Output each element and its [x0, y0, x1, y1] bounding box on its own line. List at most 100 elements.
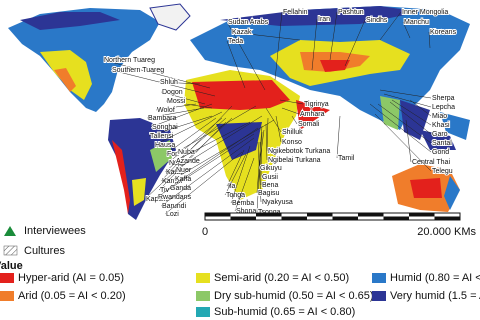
- leader-line: [274, 11, 283, 81]
- leader-line: [389, 101, 432, 135]
- culture-label: Wolof: [157, 107, 175, 114]
- culture-label-halo: Rwandans: [158, 194, 192, 201]
- culture-label-halo: Bena: [262, 182, 278, 189]
- culture-label: Nyakyusa: [262, 199, 293, 206]
- culture-label: Santal: [432, 140, 452, 147]
- class-label: Dry sub-humid (0.50 = AI < 0.65): [214, 290, 374, 302]
- leader-line: [110, 69, 216, 97]
- scale-segment: [230, 216, 256, 220]
- culture-label-halo: Inner Mongolia: [402, 9, 448, 16]
- leader-line: [379, 11, 402, 41]
- scale-segment: [307, 213, 333, 217]
- culture-label-halo: Tonga: [226, 192, 245, 199]
- culture-label: Hausa: [155, 142, 175, 149]
- culture-label: Manchu: [404, 19, 429, 26]
- leader-line: [281, 107, 300, 115]
- leader-line: [266, 117, 269, 152]
- legend-interviewees: Interviewees: [24, 225, 86, 237]
- culture-label-halo: Lozi: [166, 211, 179, 218]
- culture-label: Kazak: [232, 29, 252, 36]
- culture-label: Teda: [228, 38, 243, 45]
- scale-segment: [256, 213, 282, 217]
- culture-label-halo: Kazak: [232, 29, 252, 36]
- culture-label-halo: Bagisu: [258, 190, 280, 197]
- culture-label: Northern Tuareg: [104, 57, 155, 64]
- culture-label-halo: Nyakyusa: [262, 199, 293, 206]
- culture-label-halo: Nuer: [176, 167, 192, 174]
- leader-line: [160, 137, 255, 207]
- culture-label-halo: Southern Tuareg: [112, 67, 164, 74]
- culture-label-halo: Nuba: [178, 149, 195, 156]
- culture-label: Tsonga: [258, 209, 281, 216]
- culture-label-halo: Fon: [167, 151, 179, 158]
- leader-line: [275, 115, 282, 143]
- culture-label: Iran: [318, 16, 330, 23]
- leader-line: [379, 89, 432, 99]
- culture-label: Shluh: [160, 79, 178, 86]
- leader-line: [226, 40, 246, 89]
- culture-label: Tiv: [160, 187, 170, 194]
- culture-label: Tallensi: [150, 133, 174, 140]
- leader-line: [383, 93, 432, 108]
- culture-label: Southern Tuareg: [112, 67, 164, 74]
- class-swatch: [0, 273, 14, 283]
- culture-label-halo: Lepcha: [432, 104, 455, 111]
- leader-line: [391, 99, 432, 126]
- culture-label: Tigrinya: [304, 101, 329, 108]
- culture-label-halo: Central Thai: [412, 159, 450, 166]
- leader-line: [259, 141, 262, 186]
- scale-end: 20.000 KMs: [417, 226, 476, 238]
- leader-line: [256, 125, 263, 194]
- legend-cultures: Cultures: [24, 245, 65, 257]
- culture-label-halo: Shona: [236, 208, 256, 215]
- leader-line: [158, 121, 227, 191]
- class-label: Hyper-arid (AI = 0.05): [18, 272, 124, 284]
- leader-line: [176, 105, 257, 153]
- class-swatch: [372, 291, 386, 301]
- culture-label: Inner Mongolia: [402, 9, 448, 16]
- leader-line: [374, 113, 432, 172]
- class-label: Semi-arid (0.20 = AI < 0.50): [214, 272, 349, 284]
- culture-label: Bagisu: [258, 190, 280, 197]
- culture-label-halo: Ngibelai Turkana: [268, 157, 321, 164]
- scale-segment: [358, 213, 384, 217]
- culture-label: Gusii: [262, 174, 278, 181]
- scale-segment: [409, 213, 435, 217]
- culture-label-halo: Tsonga: [258, 209, 281, 216]
- culture-label: Konso: [282, 139, 302, 146]
- class-label: Sub-humid (0.65 = AI < 0.80): [214, 306, 355, 318]
- culture-label-halo: Bemba: [232, 200, 254, 207]
- leader-line: [260, 131, 263, 178]
- culture-label: Mossi: [167, 98, 186, 105]
- class-swatch: [196, 273, 210, 283]
- class-label: Arid (0.05 = AI < 0.20): [18, 290, 126, 302]
- culture-label: Ila: [228, 183, 236, 190]
- leader-line: [168, 127, 259, 189]
- culture-label-halo: Shilluk: [282, 129, 303, 136]
- culture-label: Khasi: [432, 122, 450, 129]
- culture-label-halo: Ngikebotok Turkana: [268, 148, 330, 155]
- legend: Interviewees Cultures Value Hyper-arid (…: [0, 225, 480, 318]
- culture-label: Tonga: [226, 192, 245, 199]
- culture-label-halo: Gusii: [262, 174, 278, 181]
- culture-label-halo: Garo: [432, 131, 448, 138]
- culture-label: Nuba: [178, 149, 195, 156]
- leader-line: [234, 157, 255, 212]
- culture-label-halo: Santal: [432, 140, 452, 147]
- culture-label-halo: Pashtun: [338, 9, 364, 16]
- culture-label: Pashtun: [338, 9, 364, 16]
- culture-label-halo: Telegu: [432, 168, 453, 175]
- culture-label: Kanuri: [162, 178, 183, 185]
- scale-bar: 0 20.000 KMs: [202, 212, 476, 238]
- culture-label: Tamil: [338, 155, 355, 162]
- culture-label-halo: Somali: [298, 121, 320, 128]
- leader-line: [279, 99, 304, 105]
- leader-line: [167, 117, 223, 164]
- culture-label-halo: Tamil: [338, 155, 355, 162]
- leader-line: [146, 107, 205, 119]
- leader-line: [265, 107, 282, 133]
- class-label: Humid (0.80 = AI < 1.5: [390, 272, 480, 284]
- leader-line: [402, 21, 411, 39]
- leader-line: [230, 145, 251, 204]
